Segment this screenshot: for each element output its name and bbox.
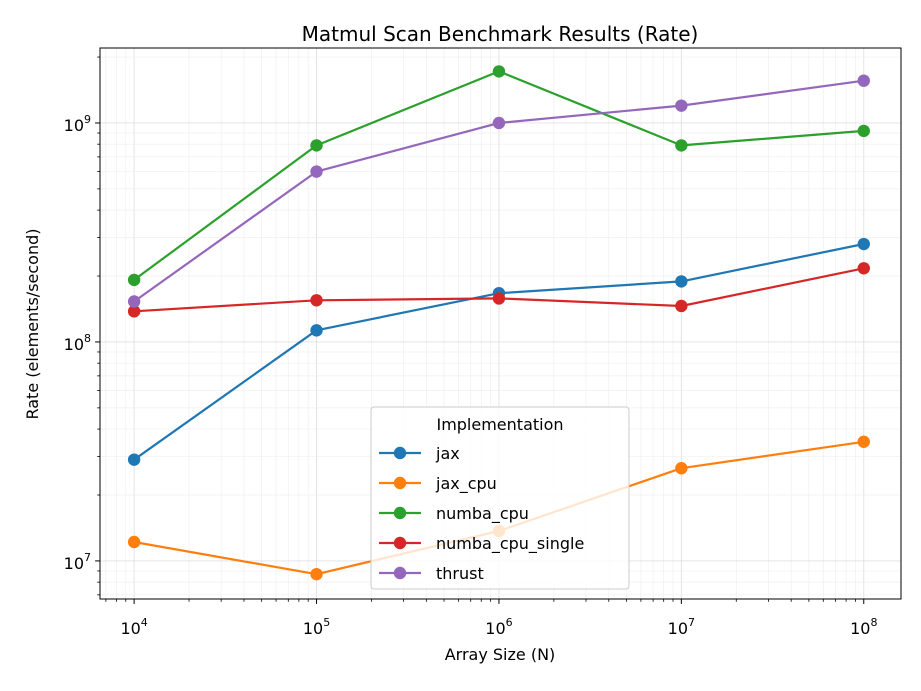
- x-tick-exponent: 8: [870, 616, 877, 629]
- x-tick-label: 104: [120, 616, 147, 638]
- data-point: [857, 237, 870, 251]
- x-tick-label: 107: [668, 616, 695, 638]
- plot-frame: [99, 47, 902, 600]
- data-point: [310, 294, 323, 307]
- data-point: [675, 275, 688, 288]
- legend-item-jax: jax: [379, 444, 460, 463]
- legend-item-numba_cpu: numba_cpu: [379, 504, 529, 524]
- series-numba_cpu: [127, 65, 870, 287]
- series-layer: [127, 65, 870, 581]
- legend-item-jax_cpu: jax_cpu: [379, 474, 497, 494]
- y-tick-exponent: 9: [84, 113, 91, 126]
- y-tick-label: 107: [64, 551, 91, 573]
- legend-box: [370, 406, 630, 590]
- data-point: [857, 124, 870, 138]
- data-point: [675, 99, 688, 112]
- legend-marker: [393, 536, 407, 550]
- data-point: [492, 116, 506, 130]
- x-tick-exponent: 6: [506, 616, 513, 629]
- legend-title: Implementation: [436, 415, 563, 434]
- x-tick-label: 106: [485, 616, 512, 638]
- data-point: [310, 567, 323, 581]
- legend-marker: [393, 446, 407, 460]
- axis-ticks: [95, 56, 865, 604]
- legend: Implementation jax jax_cpu numba_cpu numba_…: [370, 406, 630, 590]
- y-tick-base: 10: [64, 335, 84, 354]
- y-axis-title: Rate (elements/second): [23, 228, 42, 419]
- legend-label: jax_cpu: [435, 474, 497, 494]
- y-tick-base: 10: [64, 116, 84, 135]
- legend-label: numba_cpu_single: [436, 534, 584, 554]
- x-tick-exponent: 5: [323, 616, 330, 629]
- data-point: [310, 324, 323, 337]
- x-tick-label: 105: [303, 616, 330, 638]
- data-point: [857, 262, 870, 275]
- x-tick-label: 108: [850, 616, 877, 638]
- legend-marker: [393, 566, 407, 580]
- legend-item-numba_cpu_single: numba_cpu_single: [379, 534, 584, 554]
- data-point: [127, 305, 141, 318]
- data-point: [127, 273, 141, 287]
- x-axis-title: Array Size (N): [445, 645, 556, 664]
- series-thrust: [127, 74, 870, 308]
- legend-label: thrust: [436, 564, 484, 583]
- x-tick-base: 10: [303, 619, 323, 638]
- legend-item-thrust: thrust: [379, 564, 484, 583]
- data-point: [127, 535, 141, 549]
- data-point: [310, 165, 323, 178]
- legend-marker: [393, 476, 407, 490]
- data-point: [675, 462, 688, 475]
- y-tick-exponent: 8: [84, 332, 91, 345]
- x-tick-base: 10: [850, 619, 870, 638]
- legend-marker: [393, 506, 407, 520]
- data-point: [675, 299, 688, 313]
- chart-title: Matmul Scan Benchmark Results (Rate): [302, 22, 699, 46]
- x-tick-exponent: 4: [141, 616, 148, 629]
- y-tick-label: 109: [64, 113, 91, 135]
- data-point: [675, 139, 688, 152]
- data-point: [492, 292, 506, 305]
- y-tick-exponent: 7: [84, 551, 91, 564]
- data-point: [127, 453, 141, 466]
- legend-label: jax: [435, 444, 460, 463]
- x-tick-exponent: 7: [688, 616, 695, 629]
- series-numba_cpu_single: [127, 262, 870, 318]
- y-tick-label: 108: [64, 332, 91, 354]
- y-tick-base: 10: [64, 554, 84, 573]
- data-point: [127, 295, 141, 308]
- x-tick-base: 10: [120, 619, 140, 638]
- data-point: [492, 65, 506, 78]
- x-tick-base: 10: [485, 619, 505, 638]
- data-point: [310, 139, 323, 152]
- data-point: [857, 74, 870, 87]
- legend-label: numba_cpu: [436, 504, 529, 524]
- x-tick-base: 10: [668, 619, 688, 638]
- legend-items: jax jax_cpu numba_cpu numba_cpu_singlethrus…: [379, 444, 584, 583]
- data-point: [857, 435, 870, 448]
